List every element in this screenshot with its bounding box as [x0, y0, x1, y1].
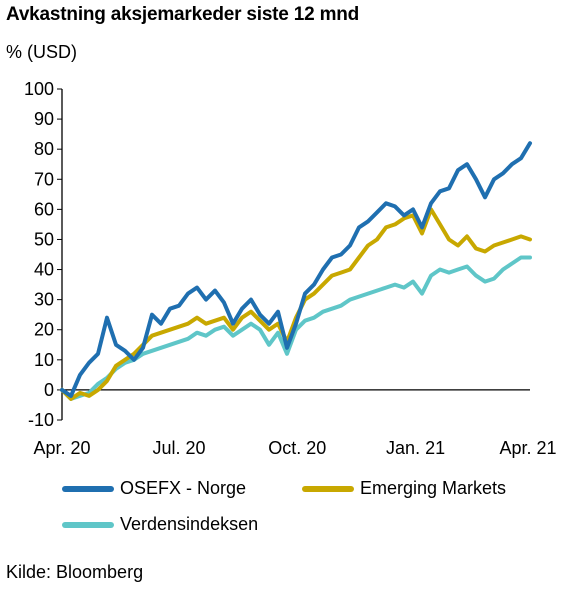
x-tick-label: Apr. 20: [33, 438, 90, 458]
unit-label: % (USD): [6, 42, 77, 62]
y-tick-label: 100: [24, 79, 54, 99]
source-note: Kilde: Bloomberg: [6, 562, 144, 582]
y-tick-label: 10: [34, 350, 54, 370]
x-tick-label: Apr. 21: [499, 438, 556, 458]
legend-swatch-emerging-markets: [302, 485, 354, 492]
y-tick-label: 70: [34, 169, 54, 189]
x-tick-label: Jul. 20: [152, 438, 205, 458]
y-tick-label: 40: [34, 260, 54, 280]
x-tick-label: Oct. 20: [268, 438, 326, 458]
series-line-emerging-markets: [60, 207, 532, 401]
series-line-verdensindeksen: [60, 255, 532, 401]
legend-swatch-osefx: [62, 485, 114, 492]
y-tick-label: 80: [34, 139, 54, 159]
y-tick-label: 50: [34, 229, 54, 249]
y-tick-label: 20: [34, 320, 54, 340]
legend-item-verdensindeksen: Verdensindeksen: [62, 514, 258, 535]
y-tick-label: 0: [44, 380, 54, 400]
legend-item-osefx: OSEFX - Norge: [62, 478, 246, 499]
y-tick-label: 60: [34, 199, 54, 219]
x-tick-label: Jan. 21: [386, 438, 445, 458]
chart-title: Avkastning aksjemarkeder siste 12 mnd: [6, 4, 360, 25]
legend-label-verdensindeksen: Verdensindeksen: [120, 514, 259, 534]
legend-swatch-verdensindeksen: [62, 521, 114, 528]
y-tick-label: 90: [34, 109, 54, 129]
legend-item-emerging-markets: Emerging Markets: [302, 478, 506, 499]
y-tick-label: -10: [28, 410, 54, 430]
series-line-osefx: [60, 141, 532, 398]
y-tick-label: 30: [34, 290, 54, 310]
legend-label-osefx: OSEFX - Norge: [120, 478, 247, 498]
legend-label-emerging-markets: Emerging Markets: [360, 478, 507, 498]
